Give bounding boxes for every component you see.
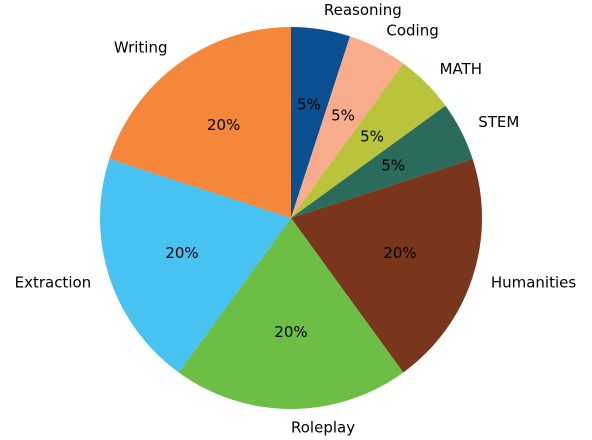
category-label: STEM xyxy=(478,113,519,131)
pie-slice xyxy=(291,105,473,218)
value-label: 20% xyxy=(165,244,198,262)
pie-slice xyxy=(109,27,291,218)
pie-slice xyxy=(291,158,482,373)
value-label: 5% xyxy=(381,156,405,174)
pie-slice xyxy=(291,63,446,218)
value-label: 5% xyxy=(331,106,355,124)
category-label: MATH xyxy=(440,60,482,78)
category-label: Coding xyxy=(386,21,438,39)
value-label: 20% xyxy=(274,323,307,341)
category-label: Extraction xyxy=(15,273,92,291)
value-label: 20% xyxy=(207,116,240,134)
pie-slice xyxy=(178,218,404,409)
category-label: Humanities xyxy=(491,273,577,291)
pie-slice xyxy=(291,27,351,218)
category-label: Reasoning xyxy=(324,1,402,19)
pie-slice xyxy=(100,158,291,373)
value-label: 5% xyxy=(360,127,384,145)
category-label: Writing xyxy=(114,39,168,57)
pie-slice xyxy=(291,36,404,218)
value-label: 20% xyxy=(383,244,416,262)
value-label: 5% xyxy=(297,95,321,113)
category-label: Roleplay xyxy=(291,419,355,436)
